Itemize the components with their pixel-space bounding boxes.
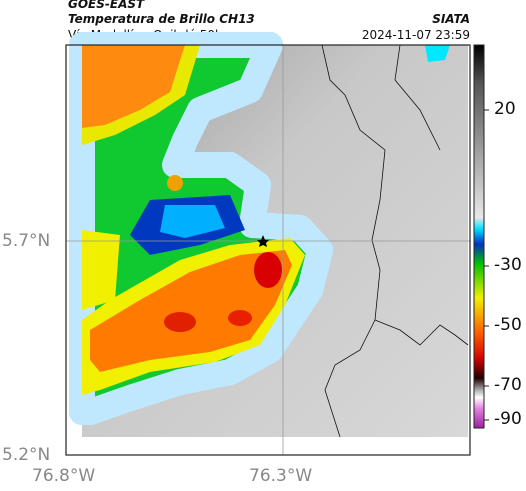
source-label: GOES-EAST xyxy=(68,0,145,11)
timestamp: 2024-11-07 23:59 xyxy=(361,28,470,42)
lat-label: 5.2°N xyxy=(2,445,51,465)
colorbar-tick: 20 xyxy=(494,99,516,119)
colorbar-tick: -50 xyxy=(494,315,522,335)
lat-label: 5.7°N xyxy=(2,231,51,251)
colorbar-tick: -30 xyxy=(494,255,522,275)
brand: SIATA xyxy=(432,12,470,26)
lon-label: 76.8°W xyxy=(32,466,96,486)
title: Temperatura de Brillo CH13 xyxy=(68,12,255,26)
colorbar-tick: -90 xyxy=(494,409,522,429)
lon-label: 76.3°W xyxy=(249,466,313,486)
colorbar-tick: -70 xyxy=(494,375,522,395)
